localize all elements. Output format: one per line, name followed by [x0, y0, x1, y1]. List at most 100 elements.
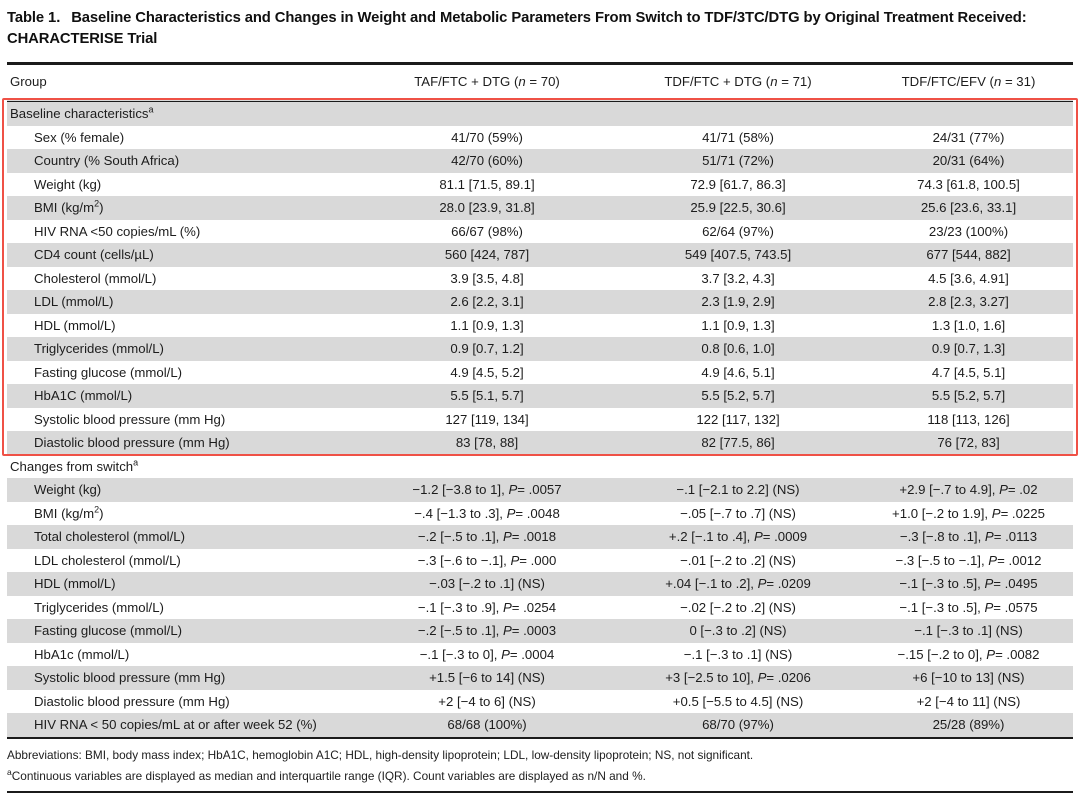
value-cell: 68/68 (100%)	[362, 713, 612, 739]
value-cell: +6 [−10 to 13] (NS)	[912, 670, 1025, 685]
section-header-row: Baseline characteristicsa	[7, 100, 1073, 126]
value-cell: +.04 [−.1 to .2], P= .0209	[665, 576, 811, 591]
row-label: HIV RNA < 50 copies/mL at or after week …	[7, 713, 362, 739]
value-cell: 4.9 [4.6, 5.1]	[701, 364, 775, 380]
row-label: Systolic blood pressure (mm Hg)	[34, 411, 226, 427]
table-row: Systolic blood pressure (mm Hg) 127 [119,…	[7, 408, 1073, 432]
value-cell: 122 [117, 132]	[696, 411, 780, 427]
table-row: Fasting glucose (mmol/L) −.2 [−.5 to .1],…	[7, 619, 1073, 643]
value-cell: 0.9 [0.7, 1.2]	[450, 341, 524, 356]
table-row: HbA1c (mmol/L) −.1 [−.3 to 0], P= .0004 −.…	[7, 643, 1073, 667]
value-cell: 41/70 (59%)	[451, 129, 523, 145]
value-cell: +2 [−4 to 11] (NS)	[916, 693, 1021, 709]
value-cell: 2.3 [1.9, 2.9]	[701, 294, 775, 309]
value-cell: −.4 [−1.3 to .3], P= .0048	[414, 505, 560, 521]
table-row: LDL (mmol/L) 2.6 [2.2, 3.1] 2.3 [1.9, 2.9]…	[7, 290, 1073, 314]
value-cell: 0.8 [0.6, 1.0]	[701, 341, 775, 356]
table-row: Cholesterol (mmol/L) 3.9 [3.5, 4.8] 3.7 [3…	[7, 267, 1073, 291]
value-cell: 25.9 [22.5, 30.6]	[690, 200, 786, 215]
table-row: Weight (kg) 81.1 [71.5, 89.1] 72.9 [61.7, …	[7, 173, 1073, 197]
value-cell: 677 [544, 882]	[926, 247, 1011, 262]
table-section-0: Baseline characteristicsa Sex (% female) 4…	[7, 100, 1073, 455]
value-cell: −.1 [−.3 to .9], P= .0254	[417, 599, 557, 615]
row-label: BMI (kg/m2)	[34, 198, 104, 215]
value-cell: −.2 [−.5 to .1], P= .0003	[417, 623, 557, 638]
row-label: BMI (kg/m2)	[34, 504, 104, 521]
value-cell: 0 [−.3 to .2] (NS)	[689, 623, 787, 638]
value-cell: 25/28 (89%)	[864, 713, 1073, 739]
value-cell: +0.5 [−5.5 to 4.5] (NS)	[672, 693, 804, 709]
value-cell: −1.2 [−3.8 to 1], P= .0057	[412, 482, 562, 497]
characteristics-table: Group TAF/FTC + DTG (n = 70) TDF/FTC + DTG…	[7, 65, 1073, 739]
value-cell: 25.6 [23.6, 33.1]	[920, 200, 1017, 215]
value-cell: 560 [424, 787]	[444, 247, 530, 262]
value-cell: 83 [78, 88]	[455, 435, 519, 450]
table-row: BMI (kg/m2) 28.0 [23.9, 31.8] 25.9 [22.5, …	[7, 196, 1073, 220]
value-cell: −.3 [−.8 to .1], P= .0113	[899, 529, 1038, 544]
table-caption-text: Baseline Characteristics and Changes in …	[7, 10, 1027, 47]
value-cell: 68/70 (97%)	[612, 713, 864, 739]
value-cell: −.15 [−.2 to 0], P= .0082	[897, 646, 1040, 662]
value-cell: +.2 [−.1 to .4], P= .0009	[668, 529, 808, 544]
row-label: Cholesterol (mmol/L)	[34, 270, 157, 286]
value-cell: −.2 [−.5 to .1], P= .0018	[417, 529, 557, 544]
value-cell: +1.5 [−6 to 14] (NS)	[429, 670, 545, 685]
value-cell: 28.0 [23.9, 31.8]	[439, 200, 535, 215]
value-cell: −.3 [−.5 to −.1], P= .0012	[895, 552, 1042, 568]
table-caption: Table 1. Baseline Characteristics and Cha…	[7, 8, 1073, 49]
table-row: Diastolic blood pressure (mm Hg) +2 [−4 t…	[7, 690, 1073, 714]
value-cell: 62/64 (97%)	[702, 223, 774, 239]
value-cell: −.1 [−.3 to .1] (NS)	[914, 623, 1023, 638]
row-label: Weight (kg)	[34, 482, 102, 497]
footnote-abbreviations: Abbreviations: BMI, body mass index; HbA…	[7, 745, 1073, 766]
value-cell: −.1 [−.3 to .5], P= .0575	[899, 599, 1038, 615]
row-label: HIV RNA <50 copies/mL (%)	[34, 223, 201, 239]
section-header-row: Changes from switcha	[7, 455, 1073, 479]
row-label: Weight (kg)	[34, 176, 102, 192]
value-cell: 2.6 [2.2, 3.1]	[450, 294, 524, 309]
value-cell: 127 [119, 134]	[445, 411, 529, 427]
table-row: HDL (mmol/L) 1.1 [0.9, 1.3] 1.1 [0.9, 1.3]…	[7, 314, 1073, 338]
table-row: LDL cholesterol (mmol/L) −.3 [−.6 to −.1]…	[7, 549, 1073, 573]
value-cell: 76 [72, 83]	[937, 435, 1000, 450]
value-cell: 1.1 [0.9, 1.3]	[701, 317, 775, 333]
table-row: Country (% South Africa) 42/70 (60%) 51/71…	[7, 149, 1073, 173]
value-cell: 5.5 [5.1, 5.7]	[450, 388, 524, 403]
column-header-arm-3: TDF/FTC/EFV (n = 31)	[864, 65, 1073, 102]
row-label: HbA1c (mmol/L)	[34, 646, 130, 662]
table-row: Triglycerides (mmol/L) −.1 [−.3 to .9], P…	[7, 596, 1073, 620]
value-cell: −.03 [−.2 to .1] (NS)	[429, 576, 545, 591]
footnote-marker: a	[7, 766, 12, 777]
value-cell: 20/31 (64%)	[932, 153, 1005, 168]
value-cell: 1.3 [1.0, 1.6]	[931, 317, 1006, 333]
value-cell: 66/67 (98%)	[451, 223, 523, 239]
row-label: LDL cholesterol (mmol/L)	[34, 552, 181, 568]
table-row: CD4 count (cells/µL) 560 [424, 787] 549 [4…	[7, 243, 1073, 267]
row-label: Systolic blood pressure (mm Hg)	[34, 670, 226, 685]
value-cell: 82 [77.5, 86]	[701, 435, 775, 450]
value-cell: 81.1 [71.5, 89.1]	[439, 176, 535, 192]
value-cell: −.05 [−.7 to .7] (NS)	[680, 505, 796, 521]
row-label: Total cholesterol (mmol/L)	[34, 529, 185, 544]
value-cell: −.1 [−2.1 to 2.2] (NS)	[676, 482, 800, 497]
value-cell: 51/71 (72%)	[702, 153, 774, 168]
row-label: Triglycerides (mmol/L)	[34, 599, 164, 615]
footnotes: Abbreviations: BMI, body mass index; HbA…	[7, 745, 1073, 787]
table-section-1: Changes from switcha Weight (kg) −1.2 [−3.…	[7, 455, 1073, 739]
table-number: Table 1.	[7, 10, 61, 26]
value-cell: 2.8 [2.3, 3.27]	[928, 294, 1009, 309]
row-label: CD4 count (cells/µL)	[34, 247, 154, 262]
row-label: LDL (mmol/L)	[34, 294, 114, 309]
value-cell: 118 [113, 126]	[927, 411, 1010, 427]
value-cell: +3 [−2.5 to 10], P= .0206	[665, 670, 811, 685]
value-cell: +1.0 [−.2 to 1.9], P= .0225	[892, 505, 1045, 521]
column-header-group: Group	[7, 65, 362, 102]
value-cell: 24/31 (77%)	[932, 129, 1005, 145]
row-label: Diastolic blood pressure (mm Hg)	[34, 693, 230, 709]
table-row: HIV RNA < 50 copies/mL at or after week …	[7, 713, 1073, 739]
value-cell: 4.9 [4.5, 5.2]	[450, 364, 524, 380]
value-cell: 4.7 [4.5, 5.1]	[931, 364, 1006, 380]
row-label: Fasting glucose (mmol/L)	[34, 364, 183, 380]
value-cell: 5.5 [5.2, 5.7]	[701, 388, 775, 403]
